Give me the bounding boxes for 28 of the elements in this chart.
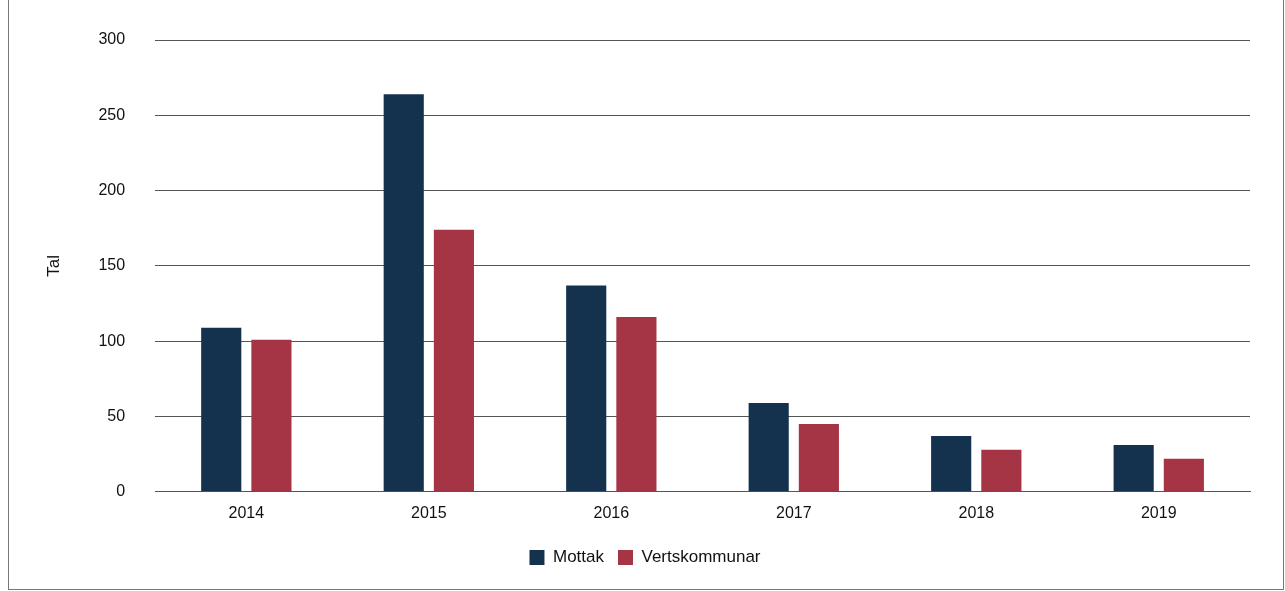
bar <box>566 285 607 492</box>
y-tick-label: 150 <box>98 256 126 274</box>
bar <box>616 317 657 492</box>
y-tick-label: 250 <box>98 105 126 123</box>
y-tick-label: 200 <box>98 181 126 199</box>
y-tick-label: 50 <box>107 406 126 424</box>
bar <box>981 449 1022 492</box>
x-tick-label: 2014 <box>228 503 265 521</box>
bar <box>798 424 839 492</box>
x-tick-label: 2015 <box>411 503 447 521</box>
x-tick-label: 2017 <box>775 503 812 521</box>
x-tick-label: 2018 <box>958 503 995 521</box>
bar <box>748 402 789 492</box>
x-tick-label: 2016 <box>593 503 630 521</box>
y-tick-label: 0 <box>116 482 126 500</box>
bar <box>201 327 242 492</box>
legend-label: Vertskommunar <box>641 547 761 567</box>
bar <box>1163 458 1204 492</box>
y-axis-title: Tal <box>43 255 63 277</box>
legend-label: Mottak <box>552 547 605 567</box>
y-tick-label: 100 <box>98 331 126 349</box>
bar <box>433 229 474 492</box>
bar <box>931 436 972 492</box>
x-tick-label: 2019 <box>1140 503 1177 521</box>
bar <box>251 339 292 492</box>
bar <box>383 94 424 492</box>
y-tick-label: 300 <box>98 30 126 48</box>
bar <box>1113 445 1154 492</box>
